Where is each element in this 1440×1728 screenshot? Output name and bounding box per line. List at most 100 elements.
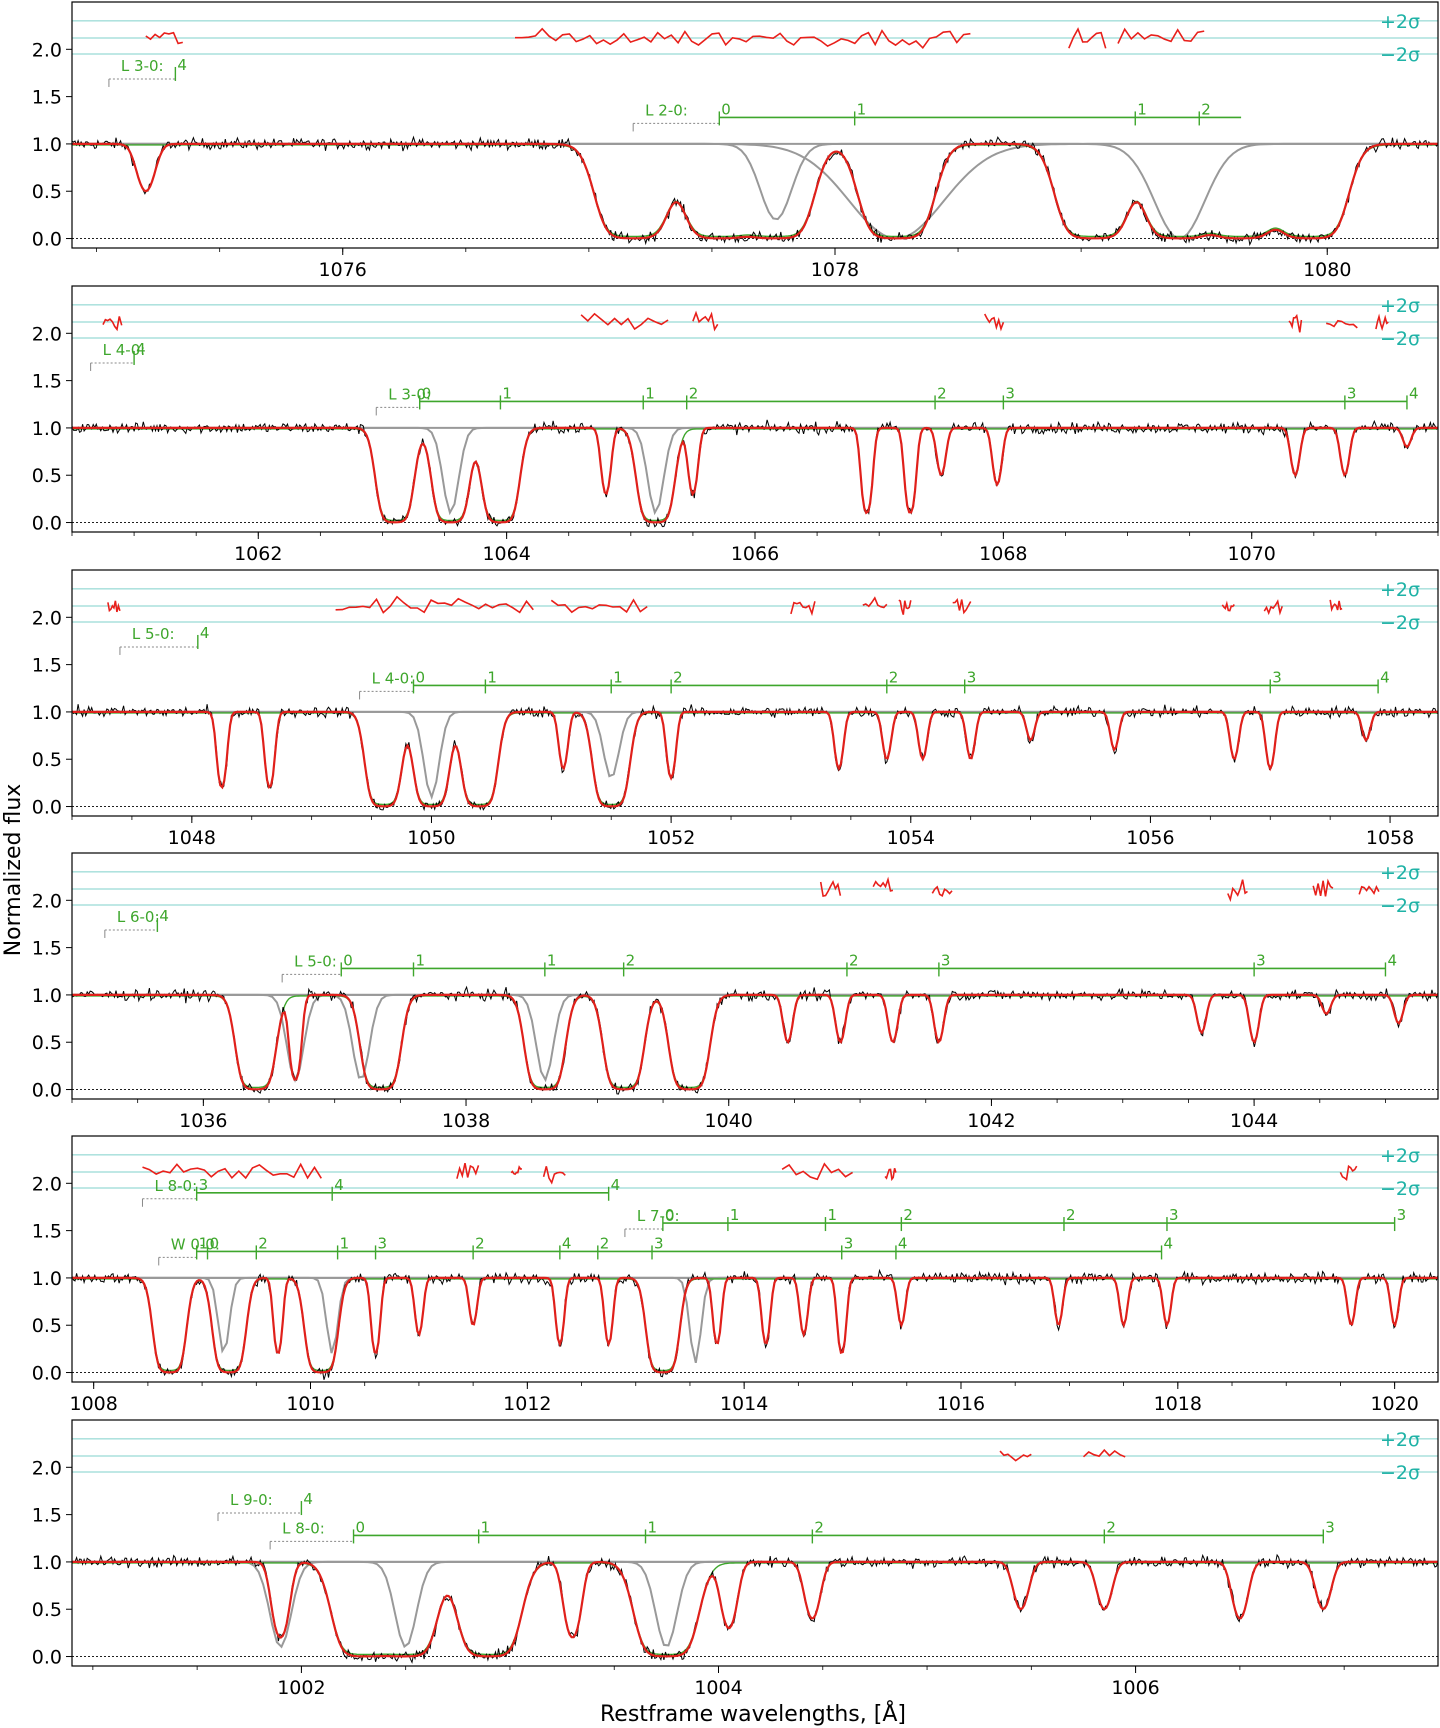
ytick-label-4: 1.5 — [32, 87, 62, 109]
sigma-label-minus: −2σ — [1380, 895, 1420, 917]
component-profile-2 — [72, 1276, 1438, 1354]
ladder-tick-label-5: 2 — [1106, 1518, 1116, 1536]
component-profile-2 — [72, 142, 1438, 240]
ladder-tick-label-8: 4 — [1409, 384, 1419, 402]
residual-segment-6 — [898, 599, 912, 615]
ladder-tick-label-2: 0 — [210, 1234, 220, 1252]
residual-segment-7 — [1375, 313, 1389, 332]
xtick-label-1: 1008 — [70, 1393, 118, 1415]
ytick-label-5: 2.0 — [32, 39, 62, 61]
ytick-label-4: 1.5 — [32, 938, 62, 960]
residual-segment-9 — [1263, 599, 1283, 616]
ladder-tick-label-1: 4 — [159, 907, 169, 925]
ladder-tick-label-7: 3 — [1397, 1206, 1407, 1224]
xtick-label-3: 1052 — [647, 827, 695, 849]
component-profile-1 — [72, 426, 1438, 516]
xtick-label-5: 1056 — [1126, 827, 1174, 849]
h2-total-profile — [72, 144, 1438, 238]
ladder-tick-label-12: 4 — [1164, 1234, 1174, 1252]
model-profile — [72, 426, 1438, 524]
ladder-3: W 0-0:1 0 2 1 3 2 4 2 3 3 4 4 — [158, 1234, 1174, 1266]
ytick-label-3: 1.0 — [32, 1268, 62, 1290]
ytick-label-4: 1.5 — [32, 655, 62, 677]
xtick-label-4: 1054 — [887, 827, 935, 849]
ladder-tick-label-1: 0 — [416, 668, 426, 686]
ladder-tick-label-3: 2 — [258, 1234, 268, 1252]
xtick-label-3: 1006 — [1111, 1677, 1159, 1699]
ladder-tick-label-3: 1 — [613, 668, 623, 686]
ladder-tick-label-6: 3 — [1005, 384, 1015, 402]
ladder-tick-label-4: 2 — [626, 951, 636, 969]
panel-frame — [71, 1419, 1439, 1667]
panel-4: L 6-0: 4L 5-0: 0 1 1 2 2 3 3 4+2σ−2σ0.00.51.01.52… — [32, 852, 1439, 1132]
ladder-tick-label-11: 4 — [898, 1234, 908, 1252]
ladder-tick-label-8: 4 — [1387, 951, 1397, 969]
ladder-2: L 3-0:0 1 1 2 2 3 3 4 — [375, 384, 1419, 416]
ytick-label-1: 0.0 — [32, 1080, 62, 1102]
ladder-tick-label-7: 3 — [1347, 384, 1357, 402]
ladder-tick-label-6: 2 — [475, 1234, 485, 1252]
ytick-label-1: 0.0 — [32, 1647, 62, 1669]
panels-group: L 3-0: 4L 2-0: 0 1 1 2+2σ−2σ0.00.51.01.52.010… — [32, 1, 1439, 1699]
panel-frame — [71, 285, 1439, 533]
ladder-name: L 2-0: — [645, 101, 688, 119]
ytick-label-4: 1.5 — [32, 371, 62, 393]
residual-segment-6 — [1358, 884, 1380, 896]
residual-segment-7 — [952, 598, 972, 615]
xtick-label-7: 1020 — [1370, 1393, 1418, 1415]
residual-segment-3 — [510, 1165, 523, 1176]
ladder-1: L 3-0: 4 — [108, 56, 187, 87]
ladder-tick-label-1: 4 — [303, 1490, 313, 1508]
ytick-label-3: 1.0 — [32, 702, 62, 724]
residual-segment-5 — [1288, 313, 1303, 333]
ladder-name: L 9-0: — [230, 1491, 273, 1509]
panel-frame — [71, 1, 1439, 249]
ladder-tick-label-1: 0 — [721, 100, 731, 118]
ladder-name: L 8-0: — [282, 1519, 325, 1537]
ladder-tick-label-5: 2 — [1066, 1206, 1076, 1224]
residual-segment-3 — [1068, 27, 1107, 49]
xtick-label-3: 1040 — [705, 1110, 753, 1132]
ladder-tick-label-6: 3 — [941, 951, 951, 969]
ladder-tick-label-3: 1 — [645, 384, 655, 402]
ytick-label-4: 1.5 — [32, 1505, 62, 1527]
ladder-tick-label-3: 4 — [611, 1176, 621, 1194]
residual-segment-6 — [884, 1167, 897, 1182]
xtick-label-2: 1010 — [286, 1393, 334, 1415]
ladder-name: L 6-0: — [117, 908, 160, 926]
panel-plot-area: L 9-0: 4 L 8-0: 0 1 1 2 2 3 — [72, 1438, 1438, 1664]
residual-segment-4 — [790, 601, 816, 617]
component-profile-3 — [72, 142, 1438, 240]
ytick-label-5: 2.0 — [32, 607, 62, 629]
residual-segment-2 — [872, 876, 894, 892]
model-profile — [72, 1560, 1438, 1658]
y-axis-title: Normalized flux — [1, 784, 26, 957]
panel-plot-area: L 3-0: 4 L 2-0: 0 1 1 2 — [72, 20, 1438, 247]
xtick-label-1: 1002 — [277, 1677, 325, 1699]
ladder-tick-label-3: 1 — [827, 1206, 837, 1224]
ladder-tick-label-4: 2 — [689, 384, 699, 402]
residual-segment-4 — [1117, 27, 1205, 44]
ladder-tick-label-4: 2 — [814, 1518, 824, 1536]
residual-segment-3 — [692, 310, 719, 332]
sigma-label-plus: +2σ — [1380, 295, 1420, 317]
residual-segment-1 — [102, 316, 123, 332]
ladder-tick-label-9: 3 — [654, 1234, 664, 1252]
residual-segment-3 — [931, 885, 953, 897]
panel-2: L 4-0:4L 3-0:0 1 1 2 2 3 3 4+2σ−2σ0.00.51.01.52… — [32, 285, 1439, 565]
residual-segment-4 — [1227, 879, 1248, 903]
xtick-label-1: 1048 — [168, 827, 216, 849]
xtick-label-3: 1066 — [731, 543, 779, 565]
ladder-tick-label-4: 2 — [673, 668, 683, 686]
ytick-label-2: 0.5 — [32, 1599, 62, 1621]
ladder-2: L 4-0: 0 1 1 2 2 3 3 4 — [359, 668, 1390, 700]
panel-frame — [71, 1135, 1439, 1383]
ladder-tick-label-3: 1 — [1137, 100, 1147, 118]
ladder-tick-label-1: 4 — [136, 340, 146, 358]
ytick-label-2: 0.5 — [32, 1032, 62, 1054]
residual-segment-1 — [999, 1450, 1032, 1462]
panel-frame — [71, 569, 1439, 817]
ladder-tick-label-4: 2 — [1201, 100, 1211, 118]
sigma-label-minus: −2σ — [1380, 44, 1420, 66]
